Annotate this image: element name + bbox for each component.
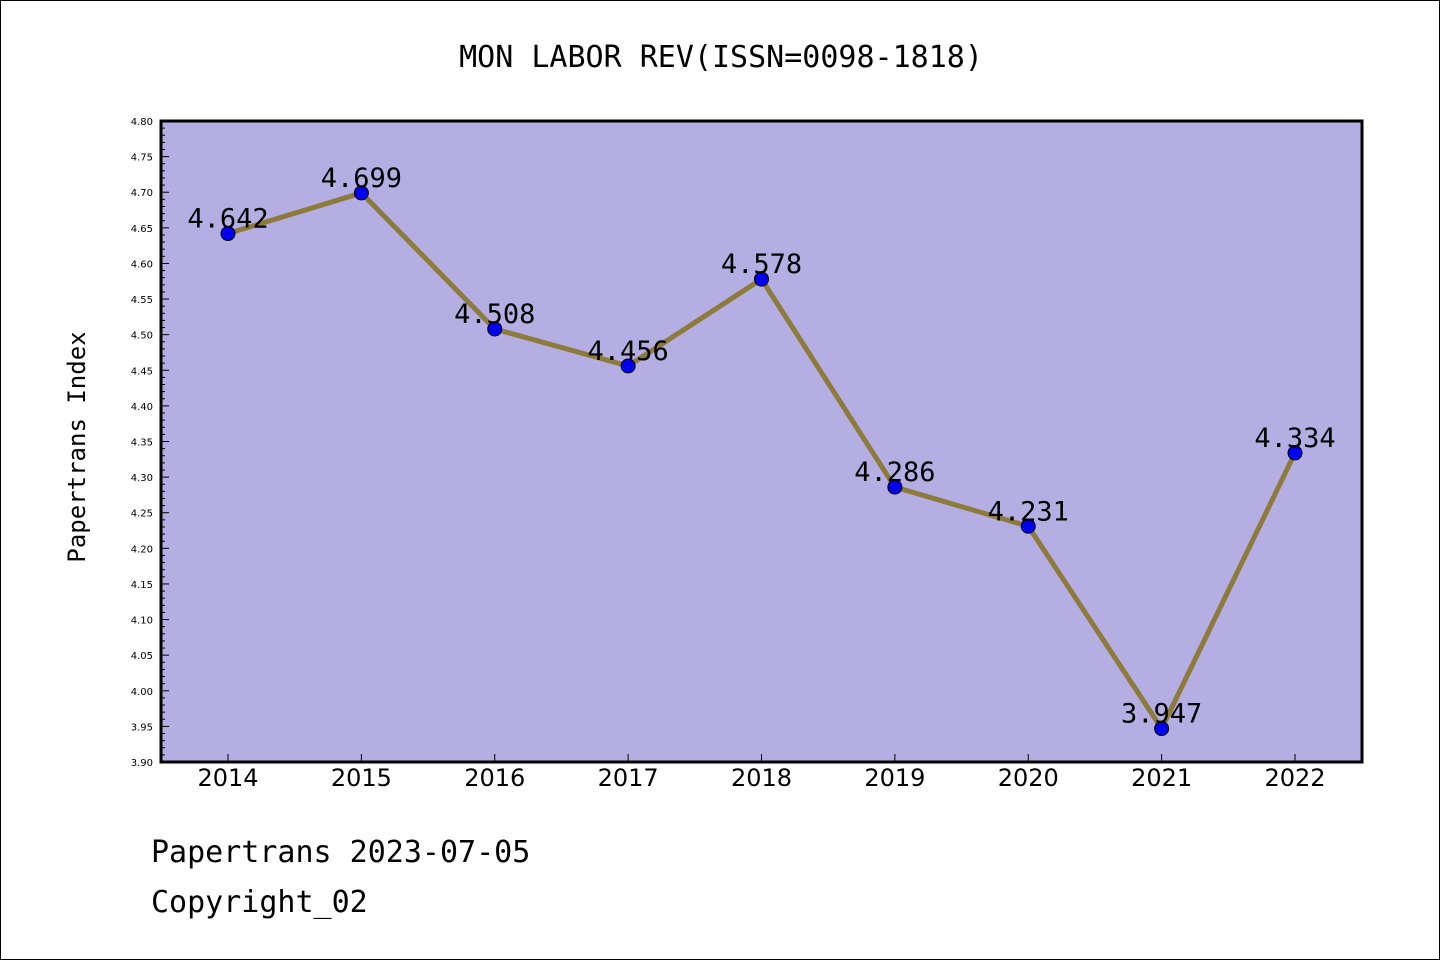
y-tick-label: 4.80 bbox=[131, 117, 153, 128]
y-tick-label: 3.95 bbox=[131, 722, 153, 733]
data-point bbox=[1020, 518, 1036, 534]
x-tick-label: 2014 bbox=[197, 764, 258, 792]
y-tick-label: 4.10 bbox=[131, 616, 153, 627]
data-label: 4.456 bbox=[587, 336, 668, 367]
y-tick-label: 4.60 bbox=[131, 259, 153, 270]
data-point bbox=[487, 321, 503, 337]
data-label: 4.231 bbox=[988, 496, 1069, 527]
y-tick-label: 4.35 bbox=[131, 438, 153, 449]
y-tick-label: 4.30 bbox=[131, 473, 153, 484]
data-point bbox=[220, 226, 236, 242]
data-label: 4.334 bbox=[1254, 423, 1335, 454]
y-tick-label: 4.25 bbox=[131, 509, 153, 520]
y-tick-label: 4.00 bbox=[131, 687, 153, 698]
x-tick-label: 2015 bbox=[331, 764, 392, 792]
footer-date: Papertrans 2023-07-05 bbox=[151, 835, 531, 870]
x-tick-label: 2017 bbox=[598, 764, 659, 792]
y-tick-label: 4.70 bbox=[131, 188, 153, 199]
data-point bbox=[887, 479, 903, 495]
y-tick-label: 4.50 bbox=[131, 331, 153, 342]
x-tick-label: 2022 bbox=[1264, 764, 1325, 792]
y-tick-label: 4.75 bbox=[131, 153, 153, 164]
y-tick-label: 4.15 bbox=[131, 580, 153, 591]
footer-copyright: Copyright_02 bbox=[151, 885, 368, 920]
plot-border bbox=[159, 119, 1364, 764]
y-tick-label: 4.05 bbox=[131, 651, 153, 662]
y-tick-label: 4.20 bbox=[131, 544, 153, 555]
x-tick-label: 2018 bbox=[731, 764, 792, 792]
data-label: 4.699 bbox=[321, 163, 402, 194]
data-point bbox=[754, 271, 769, 287]
x-tick-label: 2020 bbox=[998, 764, 1059, 792]
data-label: 4.286 bbox=[854, 457, 935, 488]
x-tick-label: 2019 bbox=[864, 764, 925, 792]
x-tick-label: 2016 bbox=[464, 764, 525, 792]
data-label: 4.578 bbox=[721, 249, 802, 280]
x-tick-label: 2021 bbox=[1131, 764, 1192, 792]
x-axis: 2014 2015 2016 2017 2018 2019 2020 2021 2022 bbox=[197, 754, 1326, 792]
y-tick-label: 4.45 bbox=[131, 366, 153, 377]
y-axis-label: Papertrans Index bbox=[63, 331, 91, 562]
data-point bbox=[1287, 445, 1303, 461]
y-tick-label: 3.90 bbox=[131, 758, 153, 769]
data-point bbox=[353, 185, 369, 201]
data-points bbox=[220, 185, 1303, 737]
data-labels: 4.642 4.699 4.508 4.456 4.578 4.286 4.231 3.947… bbox=[187, 163, 1335, 730]
plot-area bbox=[161, 121, 1362, 762]
data-point bbox=[1154, 721, 1170, 737]
data-point bbox=[620, 358, 636, 374]
data-label: 4.642 bbox=[187, 204, 268, 235]
y-tick-label: 4.40 bbox=[131, 402, 153, 413]
y-tick-label: 4.55 bbox=[131, 295, 153, 306]
data-label: 3.947 bbox=[1121, 699, 1202, 730]
y-tick-label: 4.65 bbox=[131, 224, 153, 235]
chart-title: MON LABOR REV(ISSN=0098-1818) bbox=[459, 40, 983, 75]
data-label: 4.508 bbox=[454, 299, 535, 330]
